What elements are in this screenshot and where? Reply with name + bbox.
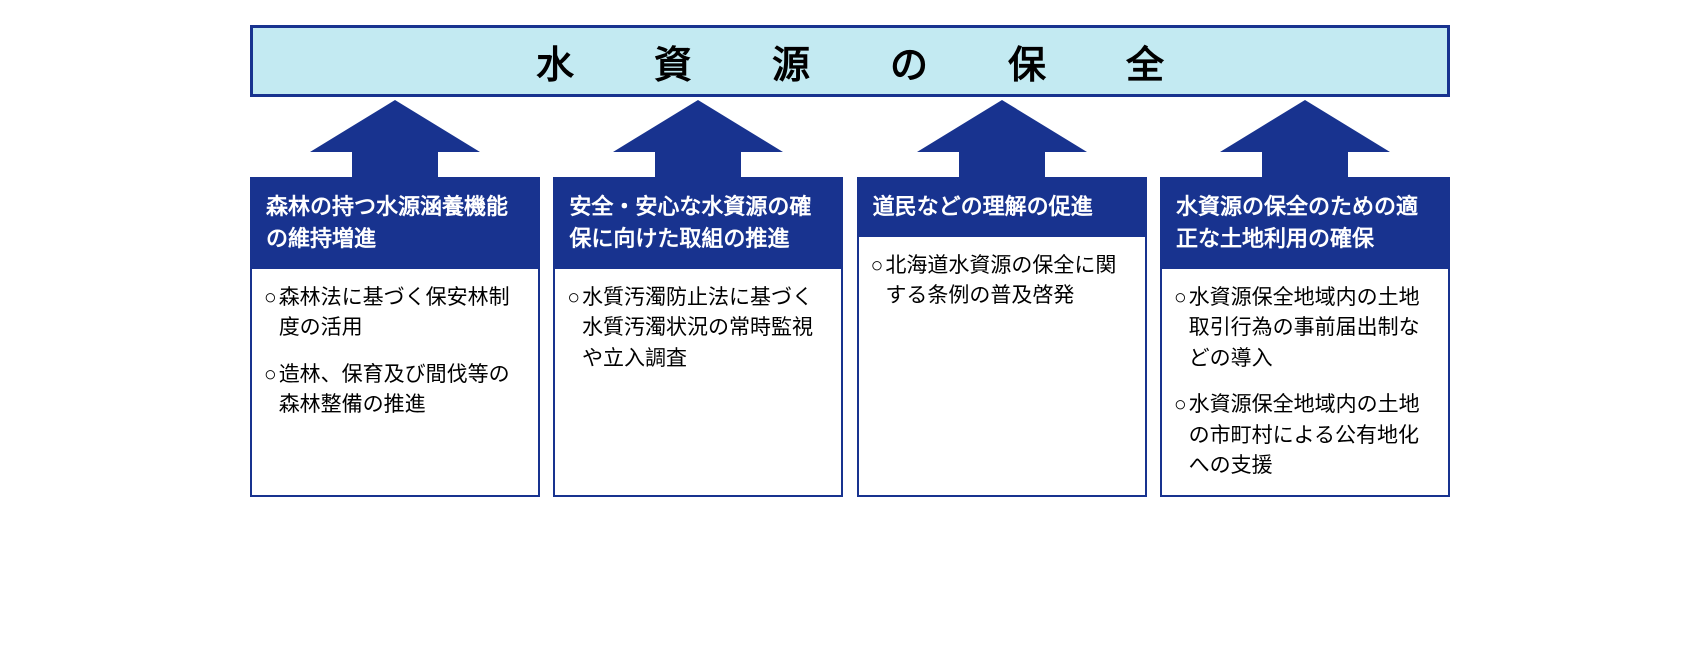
list-item: ○ 造林、保育及び間伐等の森林整備の推進 [264, 360, 526, 421]
bullet-icon: ○ [871, 251, 886, 312]
arrow-4 [1160, 100, 1450, 185]
list-item: ○ 森林法に基づく保安林制度の活用 [264, 283, 526, 344]
list-item: ○ 北海道水資源の保全に関する条例の普及啓発 [871, 251, 1133, 312]
column-2: 安全・安心な水資源の確保に向けた取組の推進 ○ 水質汚濁防止法に基づく水質汚濁状… [553, 97, 843, 497]
column-body-3: ○ 北海道水資源の保全に関する条例の普及啓発 [857, 237, 1147, 498]
diagram-container: 水資源の保全 森林の持つ水源涵養機能の維持増進 ○ 森林法に基づく保安林制度の活… [240, 25, 1460, 497]
up-arrow-icon [917, 100, 1087, 185]
bullet-icon: ○ [1174, 390, 1189, 481]
item-text: 北海道水資源の保全に関する条例の普及啓発 [885, 251, 1132, 312]
arrow-2 [553, 100, 843, 185]
up-arrow-icon [310, 100, 480, 185]
item-text: 水資源保全地域内の土地の市町村による公有地化への支援 [1189, 390, 1436, 481]
column-header-2: 安全・安心な水資源の確保に向けた取組の推進 [553, 177, 843, 269]
item-text: 水質汚濁防止法に基づく水質汚濁状況の常時監視や立入調査 [582, 283, 829, 374]
bullet-icon: ○ [567, 283, 582, 374]
item-text: 造林、保育及び間伐等の森林整備の推進 [279, 360, 526, 421]
list-item: ○ 水質汚濁防止法に基づく水質汚濁状況の常時監視や立入調査 [567, 283, 829, 374]
column-body-1: ○ 森林法に基づく保安林制度の活用 ○ 造林、保育及び間伐等の森林整備の推進 [250, 269, 540, 498]
list-item: ○ 水資源保全地域内の土地取引行為の事前届出制などの導入 [1174, 283, 1436, 374]
arrow-1 [250, 100, 540, 185]
column-header-3: 道民などの理解の促進 [857, 177, 1147, 237]
column-body-4: ○ 水資源保全地域内の土地取引行為の事前届出制などの導入 ○ 水資源保全地域内の… [1160, 269, 1450, 498]
column-1: 森林の持つ水源涵養機能の維持増進 ○ 森林法に基づく保安林制度の活用 ○ 造林、… [250, 97, 540, 497]
column-body-2: ○ 水質汚濁防止法に基づく水質汚濁状況の常時監視や立入調査 [553, 269, 843, 498]
arrow-3 [857, 100, 1147, 185]
item-text: 森林法に基づく保安林制度の活用 [279, 283, 526, 344]
column-3: 道民などの理解の促進 ○ 北海道水資源の保全に関する条例の普及啓発 [857, 97, 1147, 497]
column-header-1: 森林の持つ水源涵養機能の維持増進 [250, 177, 540, 269]
list-item: ○ 水資源保全地域内の土地の市町村による公有地化への支援 [1174, 390, 1436, 481]
item-text: 水資源保全地域内の土地取引行為の事前届出制などの導入 [1189, 283, 1436, 374]
columns-row: 森林の持つ水源涵養機能の維持増進 ○ 森林法に基づく保安林制度の活用 ○ 造林、… [240, 97, 1460, 497]
column-4: 水資源の保全のための適正な土地利用の確保 ○ 水資源保全地域内の土地取引行為の事… [1160, 97, 1450, 497]
title-box: 水資源の保全 [250, 25, 1450, 97]
title-text: 水資源の保全 [456, 34, 1244, 89]
bullet-icon: ○ [264, 360, 279, 421]
column-header-4: 水資源の保全のための適正な土地利用の確保 [1160, 177, 1450, 269]
bullet-icon: ○ [1174, 283, 1189, 374]
up-arrow-icon [613, 100, 783, 185]
bullet-icon: ○ [264, 283, 279, 344]
up-arrow-icon [1220, 100, 1390, 185]
